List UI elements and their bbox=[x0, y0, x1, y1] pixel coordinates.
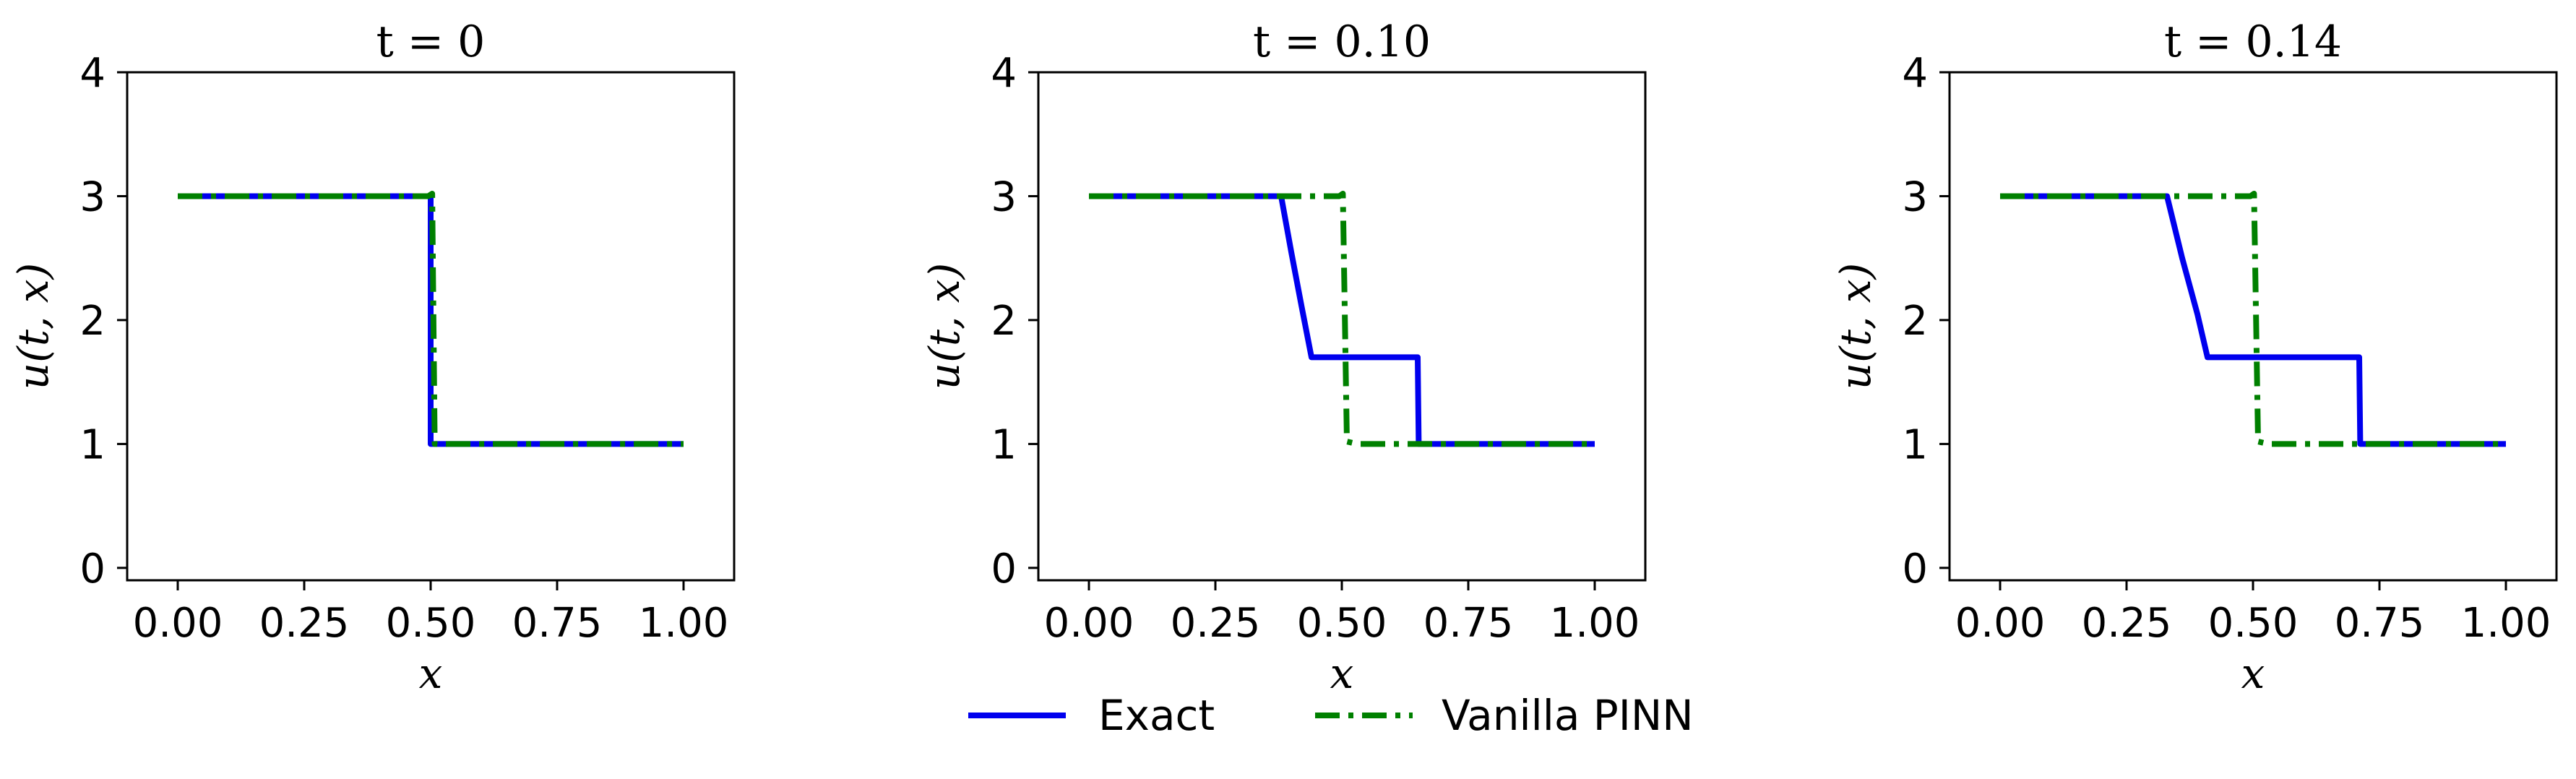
legend-label-exact: Exact bbox=[1098, 691, 1215, 740]
x-tick-label: 0.50 bbox=[1297, 600, 1387, 647]
y-tick-label: 4 bbox=[1902, 50, 1928, 97]
series-exact-line bbox=[1089, 193, 1595, 447]
axes-frame bbox=[1037, 71, 1647, 582]
subplot-title: t = 0.14 bbox=[2164, 17, 2342, 67]
y-tick-label: 4 bbox=[991, 50, 1017, 97]
y-axis-label: u(t, x) bbox=[1831, 263, 1880, 390]
axes-frame bbox=[1948, 71, 2558, 582]
subplot-t014: 0.00 0.25 0.50 0.75 1.00 0 1 2 3 4 t = 0.14 x u(t, x… bbox=[1831, 17, 2558, 698]
x-tick-label: 1.00 bbox=[1550, 600, 1640, 647]
y-tick-label: 0 bbox=[991, 546, 1017, 593]
x-tick-label: 0.00 bbox=[1955, 600, 2046, 647]
x-tick-label: 0.50 bbox=[2208, 600, 2299, 647]
y-tick-label: 4 bbox=[79, 50, 105, 97]
y-tick-label: 3 bbox=[79, 173, 105, 220]
x-axis-label: x bbox=[1330, 649, 1354, 698]
y-tick-label: 2 bbox=[79, 298, 105, 345]
y-tick-label: 2 bbox=[1902, 298, 1928, 345]
x-tick-label: 0.75 bbox=[512, 600, 603, 647]
x-tick-label: 0.25 bbox=[2082, 600, 2172, 647]
x-tick-label: 0.50 bbox=[386, 600, 476, 647]
x-tick-label: 0.25 bbox=[1171, 600, 1261, 647]
y-tick-label: 1 bbox=[79, 421, 105, 468]
y-tick-label: 3 bbox=[991, 173, 1017, 220]
x-tick-label: 0.75 bbox=[1423, 600, 1514, 647]
legend-label-vanilla-pinn: Vanilla PINN bbox=[1442, 691, 1694, 740]
x-tick-label: 0.25 bbox=[259, 600, 350, 647]
y-tick-label: 1 bbox=[991, 421, 1017, 468]
x-tick-label: 0.00 bbox=[1044, 600, 1134, 647]
series-vanilla-pinn-line bbox=[1089, 191, 1595, 447]
x-tick-label: 0.75 bbox=[2335, 600, 2425, 647]
y-axis-label: u(t, x) bbox=[9, 263, 58, 390]
subplot-t0: 0.00 0.25 0.50 0.75 1.00 0 1 2 3 4 t = 0 x u(t, x) bbox=[9, 17, 736, 698]
y-axis-label: u(t, x) bbox=[920, 263, 969, 390]
x-axis-label: x bbox=[2241, 649, 2265, 698]
subplot-title: t = 0 bbox=[376, 17, 486, 67]
x-tick-label: 1.00 bbox=[2461, 600, 2551, 647]
y-tick-label: 3 bbox=[1902, 173, 1928, 220]
series-vanilla-pinn-line bbox=[2000, 191, 2506, 447]
y-tick-label: 1 bbox=[1902, 421, 1928, 468]
y-tick-label: 2 bbox=[991, 298, 1017, 345]
legend: Exact Vanilla PINN bbox=[968, 691, 1694, 740]
series-vanilla-pinn-line bbox=[178, 191, 684, 447]
subplot-title: t = 0.10 bbox=[1253, 17, 1431, 67]
x-tick-label: 0.00 bbox=[133, 600, 223, 647]
series-exact-line bbox=[2000, 193, 2506, 447]
x-axis-label: x bbox=[419, 649, 443, 698]
y-tick-label: 0 bbox=[79, 546, 105, 593]
y-tick-label: 0 bbox=[1902, 546, 1928, 593]
subplot-t010: 0.00 0.25 0.50 0.75 1.00 0 1 2 3 4 t = 0.10 x u(t, x… bbox=[920, 17, 1647, 698]
x-tick-label: 1.00 bbox=[639, 600, 729, 647]
